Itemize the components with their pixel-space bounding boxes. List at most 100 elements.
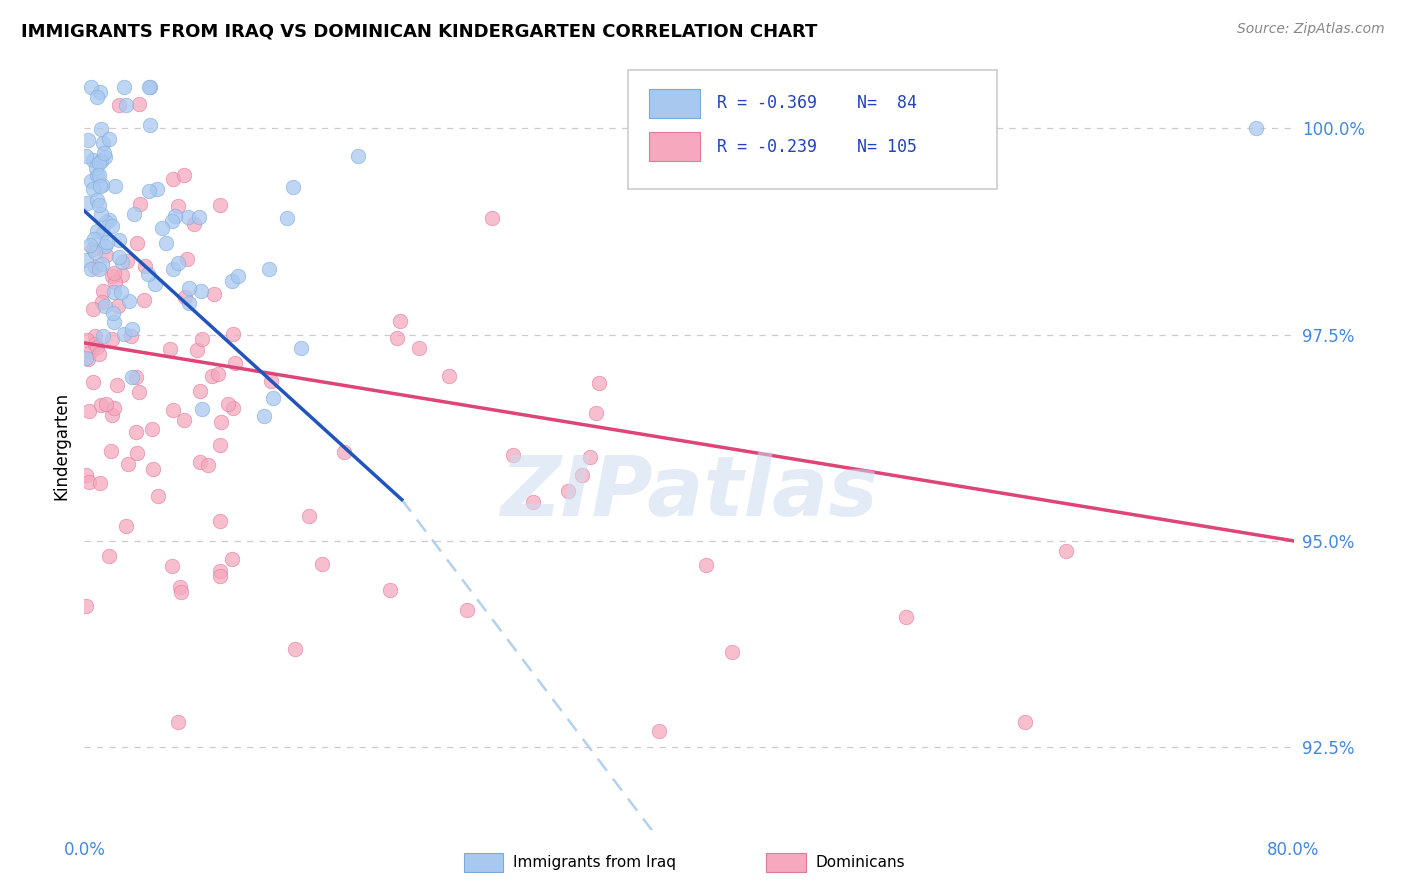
Point xyxy=(260,374,283,388)
Point xyxy=(695,558,717,573)
Point xyxy=(155,236,177,251)
Text: ZIPatlas: ZIPatlas xyxy=(501,451,877,533)
Point xyxy=(82,375,104,389)
Point xyxy=(75,467,97,482)
Point xyxy=(84,260,107,274)
Point xyxy=(125,370,148,384)
Point xyxy=(101,332,124,346)
Point xyxy=(86,340,108,354)
Point xyxy=(208,438,231,452)
Point xyxy=(146,489,169,503)
Point xyxy=(108,97,131,112)
Text: Dominicans: Dominicans xyxy=(815,855,905,870)
Point xyxy=(202,287,225,301)
Point xyxy=(91,295,114,310)
Point xyxy=(75,253,97,268)
Point xyxy=(522,495,544,509)
FancyBboxPatch shape xyxy=(650,132,700,161)
Point xyxy=(222,401,245,415)
Point xyxy=(103,266,125,280)
Point xyxy=(166,199,188,213)
Point xyxy=(83,337,105,351)
Point xyxy=(125,425,148,439)
Point xyxy=(89,178,111,193)
Point xyxy=(90,122,112,136)
Point xyxy=(481,211,503,226)
Point xyxy=(82,153,104,167)
Point xyxy=(163,209,186,223)
Point xyxy=(128,96,150,111)
Text: R = -0.369    N=  84: R = -0.369 N= 84 xyxy=(717,94,917,112)
Point xyxy=(138,80,160,95)
Point xyxy=(224,356,246,370)
Point xyxy=(75,351,97,366)
Point xyxy=(190,402,212,417)
Point xyxy=(110,285,132,300)
Point xyxy=(114,519,136,533)
Point xyxy=(103,285,125,299)
Point xyxy=(84,161,107,175)
Point xyxy=(82,242,104,256)
Point xyxy=(162,402,184,417)
Point xyxy=(100,444,122,458)
Point xyxy=(894,610,917,624)
Point xyxy=(104,275,127,289)
Point xyxy=(98,132,121,146)
Point xyxy=(94,150,117,164)
Point xyxy=(125,446,148,460)
Point xyxy=(79,173,101,187)
Point xyxy=(94,397,117,411)
Point xyxy=(90,178,112,193)
Point xyxy=(142,462,165,476)
Point xyxy=(332,444,354,458)
Point xyxy=(115,253,138,268)
Point xyxy=(93,145,115,160)
Point xyxy=(76,352,98,367)
Point xyxy=(253,409,276,424)
Point xyxy=(120,329,142,343)
Point xyxy=(190,284,212,298)
Point xyxy=(221,551,243,566)
Point xyxy=(103,306,125,320)
Point xyxy=(176,252,198,266)
Point xyxy=(100,219,122,233)
Point xyxy=(197,458,219,472)
Point xyxy=(108,233,131,247)
Point xyxy=(143,277,166,292)
Point xyxy=(159,343,181,357)
Point xyxy=(114,98,136,112)
Point xyxy=(1014,715,1036,730)
Point xyxy=(82,302,104,317)
Point xyxy=(86,90,108,104)
Point xyxy=(162,262,184,277)
Point xyxy=(177,281,200,295)
Point xyxy=(1054,544,1077,558)
Point xyxy=(83,244,105,259)
Point xyxy=(387,331,409,345)
Point xyxy=(721,645,744,659)
Point xyxy=(86,224,108,238)
Point xyxy=(94,215,117,229)
Point xyxy=(91,284,114,298)
Point xyxy=(588,376,610,390)
Point xyxy=(89,475,111,490)
Point xyxy=(97,549,120,563)
Point xyxy=(188,210,211,224)
Point xyxy=(91,328,114,343)
Point xyxy=(162,172,184,186)
Point xyxy=(169,580,191,594)
Point xyxy=(127,235,149,250)
Point xyxy=(100,268,122,283)
Point xyxy=(257,261,280,276)
Point xyxy=(138,267,160,281)
Point xyxy=(75,148,97,162)
Point xyxy=(86,168,108,182)
Point xyxy=(346,149,368,163)
Point xyxy=(160,214,183,228)
Point xyxy=(91,256,114,270)
Point xyxy=(96,235,118,249)
FancyBboxPatch shape xyxy=(628,70,997,189)
Point xyxy=(186,343,208,357)
Point xyxy=(103,315,125,329)
Point xyxy=(83,231,105,245)
